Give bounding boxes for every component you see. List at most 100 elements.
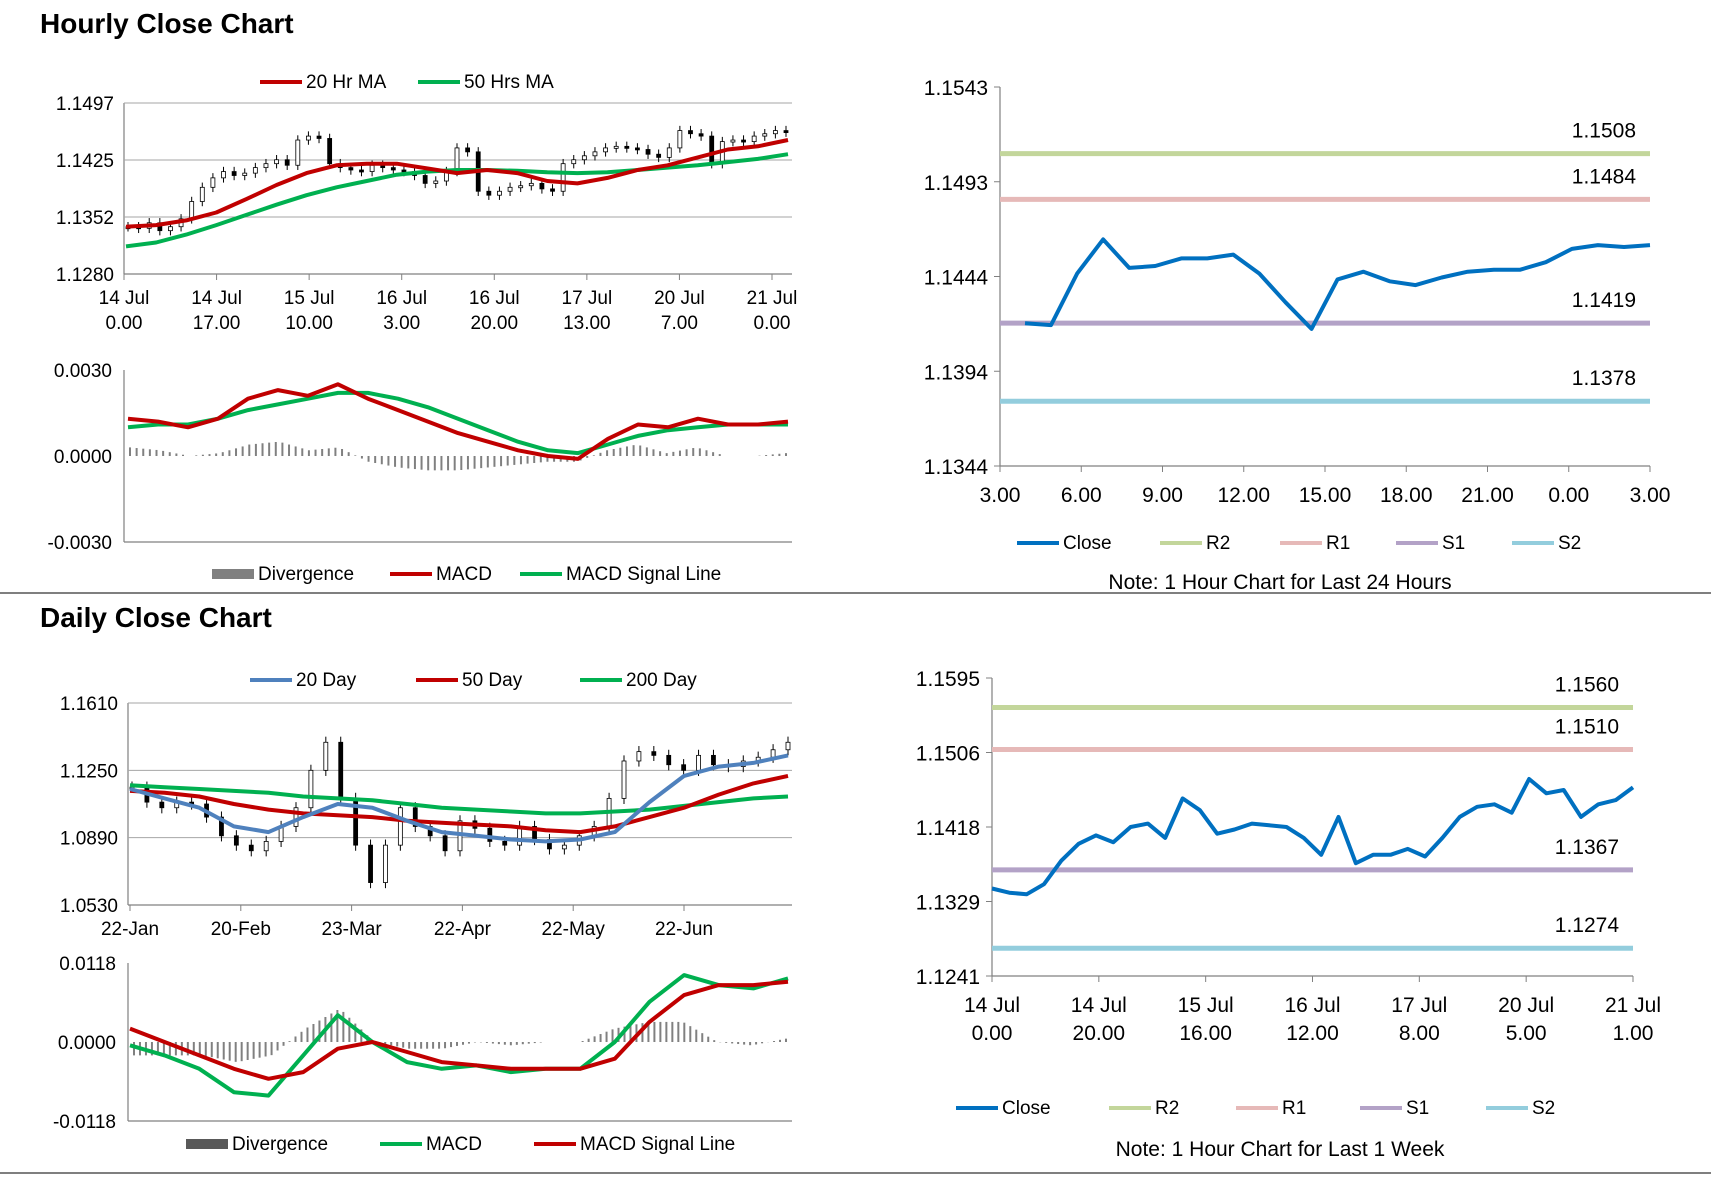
- hourly-candle-body: [560, 163, 566, 192]
- daily-candle-body: [621, 760, 627, 799]
- legend-daily-macd-signal-label: MACD Signal Line: [580, 1134, 735, 1155]
- daily-price-x-tick: 20-Feb: [211, 919, 271, 940]
- daily-week-x-tick-date: 17 Jul: [1391, 994, 1447, 1017]
- hourly-candle-body: [221, 171, 226, 179]
- legend-hourly-divergence-label: Divergence: [258, 564, 354, 585]
- hourly-24h-x-tick: 6.00: [1061, 484, 1102, 507]
- daily-section-title: Daily Close Chart: [40, 602, 272, 633]
- daily-candle-body: [487, 827, 493, 842]
- hourly-candle-body: [709, 135, 715, 165]
- hourly-24h-x-tick: 15.00: [1299, 484, 1352, 507]
- hourly-candle-body: [422, 175, 428, 184]
- daily-price-x-tick: 22-Apr: [434, 919, 492, 940]
- hourly-candle-body: [656, 153, 662, 158]
- daily-week-x-tick-date: 16 Jul: [1284, 994, 1340, 1017]
- daily-week-close-line: [991, 777, 1635, 897]
- hourly-candle-body: [677, 130, 683, 149]
- daily-week-x-tick-time: 0.00: [972, 1022, 1013, 1045]
- hourly-candle-body: [688, 130, 693, 135]
- legend-24h-s2-label: S2: [1558, 533, 1581, 554]
- hourly-candle-body: [274, 159, 279, 165]
- hourly-price-x-tick-date: 15 Jul: [284, 288, 335, 309]
- hourly-price-x-tick-date: 16 Jul: [376, 288, 427, 309]
- legend-hourly-macd-label: MACD: [436, 564, 492, 585]
- daily-week-x-tick-date: 14 Jul: [964, 994, 1020, 1017]
- hourly-candle-body: [666, 147, 672, 158]
- hourly-macd-line: [127, 382, 789, 461]
- daily-week-y-tick: 1.1506: [916, 743, 980, 766]
- hourly-24h-x-tick: 9.00: [1142, 484, 1183, 507]
- daily-price-x-tick: 23-Mar: [322, 919, 383, 940]
- hourly-candle-body: [390, 167, 396, 171]
- hourly-price-y-tick: 1.1497: [56, 94, 114, 115]
- daily-candle-body: [696, 754, 701, 771]
- daily-price-x-tick: 22-May: [542, 919, 606, 940]
- hourly-section-title: Hourly Close Chart: [40, 8, 294, 39]
- daily-candle-body: [248, 844, 254, 852]
- hourly-candle-body: [751, 135, 757, 143]
- hourly-candle-body: [242, 172, 248, 176]
- hourly-price-x-tick-time: 3.00: [383, 313, 420, 334]
- bottom-divider: [0, 1172, 1711, 1174]
- daily-week-r1-level-label: 1.1510: [1555, 716, 1619, 739]
- daily-week-note: Note: 1 Hour Chart for Last 1 Week: [1116, 1138, 1445, 1161]
- daily-candle-body: [666, 754, 672, 766]
- daily-week-x-tick-time: 1.00: [1613, 1022, 1654, 1045]
- hourly-candle-body: [433, 180, 439, 184]
- hourly-price-x-tick-date: 20 Jul: [654, 288, 705, 309]
- daily-macd-y-tick: -0.0118: [53, 1112, 116, 1133]
- hourly-macd-signal-line: [127, 390, 788, 456]
- hourly-candle-body: [306, 135, 311, 141]
- legend-20day-label: 20 Day: [296, 670, 357, 691]
- daily-candle-body: [233, 835, 239, 846]
- hourly-24h-s2-level-label: 1.1378: [1572, 367, 1636, 390]
- hourly-price-x-tick-time: 7.00: [661, 313, 698, 334]
- daily-macd-line: [129, 973, 789, 1098]
- hourly-candle-body: [603, 147, 608, 153]
- hourly-candle-body: [189, 201, 195, 220]
- hourly-24h-r1-level-label: 1.1484: [1572, 165, 1637, 188]
- daily-macd-y-tick: 0.0000: [58, 1033, 116, 1054]
- hourly-24h-y-tick: 1.1493: [924, 172, 988, 195]
- hourly-24h-x-tick: 3.00: [980, 484, 1021, 507]
- hourly-candle-body: [518, 185, 524, 189]
- legend-20hr-ma-label: 20 Hr MA: [306, 72, 387, 93]
- hourly-24h-y-tick: 1.1543: [924, 77, 988, 100]
- hourly-candle-body: [698, 133, 704, 137]
- hourly-24h-x-tick: 18.00: [1380, 484, 1433, 507]
- hourly-price-x-tick-time: 17.00: [193, 313, 241, 334]
- daily-candle-body: [263, 841, 269, 852]
- hourly-price-y-tick: 1.1352: [56, 208, 114, 229]
- daily-candle-body: [219, 816, 224, 837]
- daily-candle-body: [383, 844, 388, 883]
- hourly-24h-y-tick: 1.1394: [924, 361, 989, 384]
- daily-candle-body: [770, 749, 776, 758]
- legend-week-s2-label: S2: [1532, 1098, 1555, 1119]
- hourly-24h-y-tick: 1.1344: [924, 456, 989, 479]
- daily-macd-y-tick: 0.0118: [59, 954, 116, 975]
- daily-price-y-tick: 1.0890: [60, 829, 118, 850]
- daily-week-y-tick: 1.1241: [916, 966, 980, 989]
- daily-candle-body: [323, 741, 329, 771]
- hourly-candle-body: [263, 163, 269, 169]
- hourly-24h-x-tick: 0.00: [1548, 484, 1589, 507]
- hourly-candle-body: [252, 167, 258, 174]
- daily-20day-ma-line: [129, 753, 789, 844]
- daily-week-x-tick-time: 16.00: [1179, 1022, 1232, 1045]
- hourly-price-y-tick: 1.1425: [56, 151, 114, 172]
- legend-daily-macd-label: MACD: [426, 1134, 482, 1155]
- hourly-candle-body: [741, 139, 746, 143]
- hourly-24h-note: Note: 1 Hour Chart for Last 24 Hours: [1108, 571, 1451, 594]
- daily-candle-body: [785, 741, 791, 751]
- daily-candle-body: [711, 754, 716, 766]
- hourly-50hr-ma-line: [125, 152, 789, 249]
- hourly-macd-y-tick: 0.0000: [54, 447, 112, 468]
- hourly-24h-x-tick: 3.00: [1630, 484, 1671, 507]
- daily-week-x-tick-date: 14 Jul: [1071, 994, 1127, 1017]
- legend-24h-close-label: Close: [1063, 533, 1112, 554]
- section-divider: [0, 592, 1711, 594]
- legend-daily-divergence-label: Divergence: [232, 1134, 328, 1155]
- daily-week-y-tick: 1.1595: [916, 668, 980, 691]
- legend-hourly-macd-signal-label: MACD Signal Line: [566, 564, 721, 585]
